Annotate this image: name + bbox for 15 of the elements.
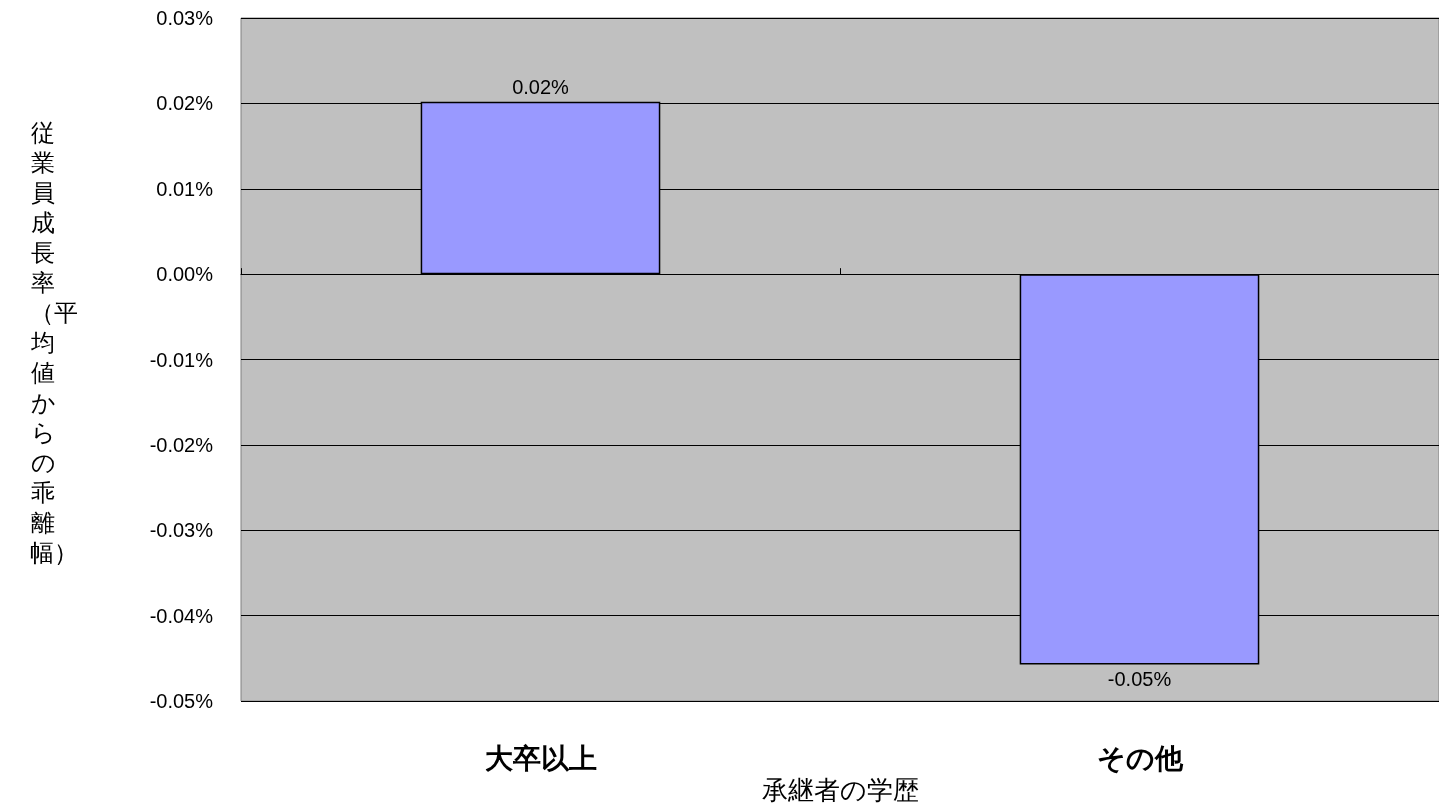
y-tick-label: 0.00%	[156, 263, 214, 286]
y-tick-label: -0.05%	[149, 690, 214, 713]
x-tick-label: 大卒以上	[484, 742, 597, 774]
data-label: 0.02%	[512, 75, 570, 98]
data-label: -0.05%	[1107, 668, 1172, 691]
x-tick-label: その他	[1096, 742, 1184, 774]
y-tick-label: 0.02%	[156, 92, 214, 115]
y-tick-label: -0.02%	[149, 433, 214, 456]
y-tick-label: 0.03%	[156, 7, 214, 29]
y-tick-label: -0.04%	[149, 604, 214, 627]
y-tick-label: 0.01%	[156, 177, 214, 200]
y-tick-label: -0.01%	[149, 348, 214, 371]
x-axis-title: 承継者の学歴	[761, 775, 919, 805]
text: 従業員成長率（平均値からの乖離幅）	[30, 119, 78, 566]
y-tick-label: -0.03%	[149, 519, 214, 542]
